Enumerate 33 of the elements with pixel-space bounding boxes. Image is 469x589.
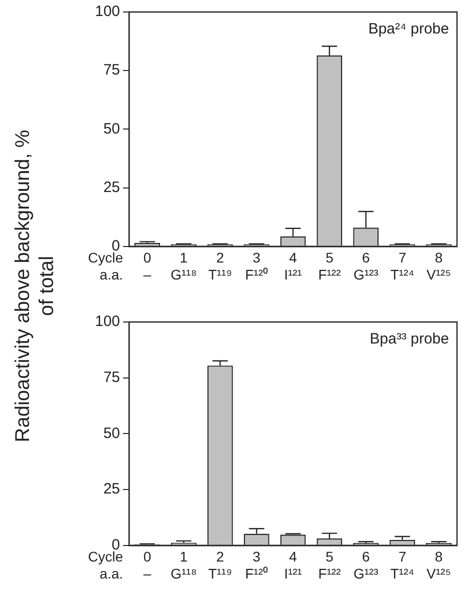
x-tick-label: 4 I¹²¹ (284, 548, 302, 582)
text: a.a. (100, 565, 124, 582)
x-tick-label: 7 T¹²⁴ (390, 250, 414, 282)
y-tick-label: 25 (103, 178, 120, 196)
y-tick-label: 0 (112, 536, 120, 554)
y-tick-label: 75 (103, 62, 120, 79)
y-tick-label: 25 (103, 480, 120, 498)
x-tick-label: 1 G¹¹⁸ (170, 250, 197, 282)
x-tick-label: 4 I¹²¹ (284, 250, 302, 282)
x-tick-label: 6 G¹²³ (353, 548, 379, 582)
x-tick-label: 0 – (143, 548, 152, 582)
x-tick-label: 2 T¹¹⁹ (208, 250, 232, 282)
x-tick-label: 0 – (143, 250, 152, 282)
y-axis-title: Radioactivity above background, % of total (11, 128, 59, 444)
x-tick-label: 3 F¹²⁰ (245, 548, 268, 582)
x-tick-label: 3 F¹²⁰ (245, 250, 268, 282)
annotation: Bpa²⁴ probe (368, 20, 449, 38)
y-tick-label: 50 (103, 424, 120, 442)
x-tick-label: 6 G¹²³ (353, 250, 379, 282)
y-tick-label: 100 (94, 313, 120, 330)
x-tick-label: 1 G¹¹⁸ (170, 548, 197, 582)
y-tick-label: 50 (103, 120, 120, 138)
x-tick-label: 5 F¹²² (318, 250, 342, 282)
x-tick-label: 7 T¹²⁴ (390, 548, 414, 582)
y-tick-label: 75 (103, 368, 120, 386)
x-tick-label: 5 F¹²² (318, 548, 342, 582)
annotation: Bpa³³ probe (370, 330, 449, 348)
text: a.a. (100, 266, 124, 282)
x-tick-label: 2 T¹¹⁹ (208, 548, 232, 582)
x-tick-label: 8 V¹²⁵ (426, 250, 452, 282)
x-tick-label: 8 V¹²⁵ (426, 548, 452, 582)
y-tick-label: 0 (112, 238, 120, 255)
y-tick-label: 100 (94, 3, 120, 20)
